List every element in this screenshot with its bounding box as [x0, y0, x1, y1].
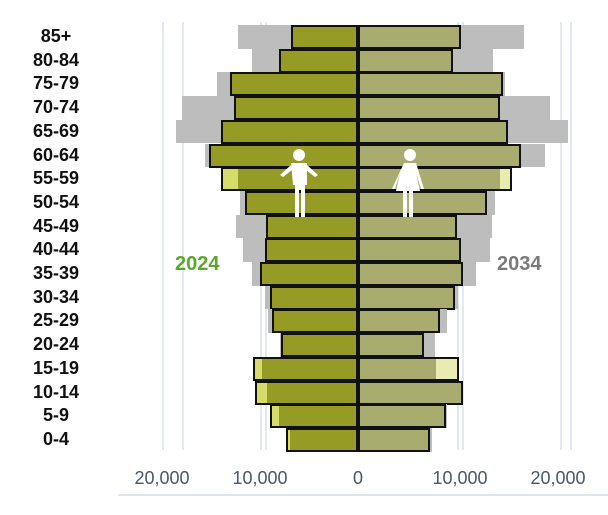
- bar-female-decline: [435, 358, 458, 379]
- x-tick-label: 10,000: [232, 468, 288, 488]
- bar-male-2024: [209, 143, 358, 168]
- bar-male-2024: [279, 48, 358, 73]
- bar-female-2024: [358, 96, 500, 121]
- bar-male-2024: [270, 404, 358, 429]
- bar-male-decline: [223, 169, 238, 190]
- gridline: [162, 22, 164, 450]
- bar-male-2024: [291, 25, 358, 49]
- age-label: 75-79: [32, 73, 80, 94]
- age-label: 0-4: [42, 428, 69, 449]
- bar-male-2024: [260, 262, 358, 286]
- age-label: 30-34: [32, 286, 80, 307]
- gridline: [560, 22, 562, 450]
- bar-female-2024: [358, 262, 464, 286]
- bar-male-2024: [252, 356, 358, 381]
- age-label: 50-54: [32, 191, 80, 212]
- bar-male-2024: [281, 333, 358, 358]
- bar-female-2024: [358, 238, 462, 263]
- bar-male-2024: [233, 96, 358, 121]
- year-label-2034: 2034: [497, 253, 542, 275]
- age-label: 40-44: [32, 239, 80, 260]
- bar-female-2024: [358, 285, 455, 310]
- bar-female-2024: [358, 48, 453, 73]
- bar-male-decline: [254, 358, 263, 379]
- age-label: 25-29: [32, 310, 80, 331]
- bar-male-2024: [286, 427, 358, 452]
- bar-female-2024: [358, 143, 521, 168]
- bar-male-decline: [256, 382, 268, 403]
- x-tick-label: 20,000: [134, 468, 190, 488]
- x-tick-label: 10,000: [432, 468, 488, 488]
- bar-male-2024: [229, 72, 358, 97]
- age-label: 15-19: [32, 357, 80, 378]
- gridline: [182, 22, 184, 450]
- age-label: 85+: [40, 26, 72, 46]
- bar-female-decline: [499, 169, 510, 190]
- x-axis-line: [118, 494, 608, 496]
- bar-male-decline: [272, 406, 280, 427]
- bar-female-2024: [358, 167, 512, 192]
- bar-female-2024: [358, 333, 424, 358]
- bar-female-2024: [358, 190, 488, 215]
- bar-male-2024: [265, 238, 358, 263]
- bar-female-2024: [358, 25, 462, 49]
- bar-female-2024: [358, 380, 464, 405]
- bar-female-2024: [358, 214, 458, 239]
- year-label-2024: 2024: [175, 253, 220, 275]
- age-label: 60-64: [32, 144, 80, 165]
- bar-female-2024: [358, 309, 440, 334]
- age-label: 35-39: [32, 263, 80, 283]
- bar-male-2024: [221, 119, 358, 144]
- bar-male-2024: [272, 309, 358, 334]
- bar-female-2024: [358, 404, 446, 429]
- male-icon: [270, 145, 330, 220]
- age-label: 5-9: [42, 405, 69, 426]
- age-label: 10-14: [32, 381, 80, 402]
- bar-female-2024: [358, 119, 508, 144]
- age-label: 65-69: [32, 120, 80, 141]
- bar-female-2024: [358, 427, 430, 452]
- bar-male-decline: [288, 429, 291, 450]
- age-label: 45-49: [32, 215, 80, 236]
- bar-male-2024: [254, 380, 358, 405]
- age-label: 80-84: [32, 49, 80, 70]
- bar-male-2024: [266, 214, 358, 239]
- x-tick-label: 0: [352, 468, 364, 488]
- x-tick-label: 20,000: [530, 468, 586, 488]
- age-label: 70-74: [32, 97, 80, 118]
- bar-female-2024: [358, 72, 503, 97]
- age-label: 20-24: [32, 334, 80, 355]
- age-label: 55-59: [32, 168, 80, 189]
- bar-male-2024: [270, 285, 358, 310]
- gridline: [570, 22, 572, 450]
- female-icon: [380, 145, 440, 220]
